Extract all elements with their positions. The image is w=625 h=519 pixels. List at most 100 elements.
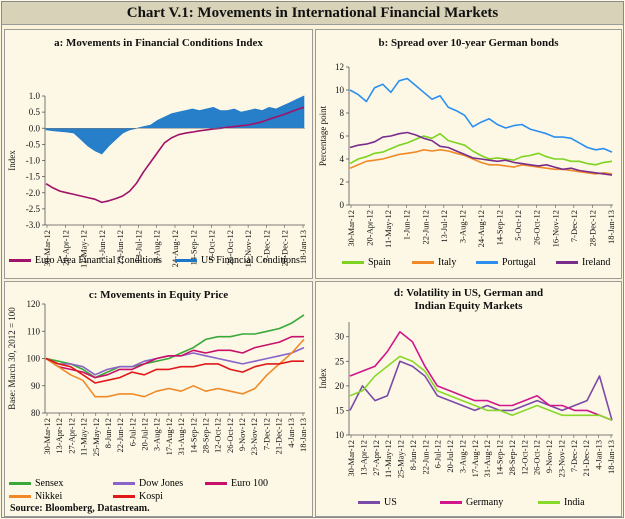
legend-euro100-label: Euro 100: [231, 478, 268, 489]
legend-ireland: Ireland: [556, 257, 610, 268]
x-tick-label: 6-Jul-12: [433, 440, 443, 468]
x-tick-label: 26-Oct-12: [225, 418, 235, 453]
legend-euro-area-label: Euro Area Financial Conditions: [35, 255, 162, 266]
legend-nikkei-swatch: [9, 495, 31, 499]
panel-d-chart: 30 25 20 15 10 Index 30-Mar-12 13-Apr-12 27-Apr-…: [318, 322, 616, 478]
x-tick-label: 22-Jun-12: [420, 210, 430, 244]
x-tick-label: 14-Sep-12: [495, 210, 505, 245]
series-line-italy: [349, 149, 613, 175]
legend-euro100: Euro 100: [205, 478, 268, 489]
x-tick-label: 17-Aug-12: [164, 418, 174, 455]
x-tick-label: 11-May-12: [383, 440, 393, 478]
y-axis-label: Index: [318, 368, 328, 389]
x-tick-label: 13-Apr-12: [358, 440, 368, 476]
x-tick-label: 14-Sep-12: [495, 440, 505, 475]
legend-portugal-label: Portugal: [502, 257, 536, 268]
y-tick-label: 1.0: [29, 91, 41, 101]
legend-italy-label: Italy: [438, 257, 457, 268]
y-tick-label: 8: [340, 108, 345, 118]
x-tick-label: 28-Dec-12: [280, 230, 290, 266]
x-tick-label: 14-Sep-12: [188, 230, 198, 265]
x-tick-label: 20-Jul-12: [445, 440, 455, 473]
x-tick-label: 20-Apr-12: [365, 210, 375, 246]
x-tick-label: 11-May-12: [79, 418, 89, 456]
x-tick-label: 14-Sep-12: [188, 418, 198, 453]
panel-b: b: Spread over 10-year German bonds 12 10…: [315, 29, 622, 279]
y-tick-label: 2: [340, 177, 345, 187]
panel-c: c: Movements in Equity Price 120 110 100 90…: [4, 281, 313, 517]
y-tick-label: -0.5: [26, 139, 41, 149]
x-tick-label: 6-Jul-12: [127, 418, 137, 446]
legend-india-vol-swatch: [538, 501, 560, 505]
y-tick-label: 15: [335, 405, 345, 415]
legend-euro100-swatch: [205, 482, 227, 486]
x-tick-label: 16-Nov-12: [550, 210, 560, 247]
y-tick-label: 0.0: [29, 123, 41, 133]
x-tick-label: 30-Mar-12: [42, 230, 52, 267]
panel-d-title-line2: Indian Equity Markets: [414, 300, 523, 312]
legend-italy: Italy: [412, 257, 456, 268]
legend-euro-area-swatch: [9, 259, 31, 263]
x-tick-label: 22-Jun-12: [115, 230, 125, 264]
legend-us-vol-swatch: [358, 501, 380, 505]
legend-nikkei: Nikkei: [9, 491, 62, 502]
series-line-kospi: [45, 357, 304, 384]
legend-us-vol: US: [358, 497, 397, 508]
y-axis-label: Percentage point: [318, 105, 328, 166]
legend-ireland-swatch: [556, 261, 578, 265]
source-text: Bloomberg, Datastream.: [45, 503, 150, 514]
x-tick-label: 26-Oct-12: [532, 440, 542, 475]
legend-euro-area: Euro Area Financial Conditions: [9, 255, 162, 266]
y-tick-label: 12: [335, 62, 344, 72]
panel-a-title: a: Movements in Financial Conditions Ind…: [54, 37, 263, 49]
x-tick-label: 22-Jun-12: [420, 440, 430, 474]
y-axis-label: Index: [7, 150, 17, 171]
x-tick-label: 24-Aug-12: [476, 210, 486, 247]
x-tick-label: 18-Jan-13: [606, 210, 616, 244]
panel-a: a: Movements in Financial Conditions Ind…: [4, 29, 313, 279]
y-tick-label: 20: [335, 381, 345, 391]
y-tick-label: 6: [340, 131, 345, 141]
legend-kospi-label: Kospi: [139, 491, 163, 502]
source-note: Source: Bloomberg, Datastream.: [10, 503, 150, 514]
x-tick-label: 3-Aug-12: [457, 210, 467, 243]
y-tick-label: 120: [27, 299, 41, 309]
x-tick-label: 23-Nov-12: [556, 440, 566, 477]
legend-ireland-label: Ireland: [582, 257, 611, 268]
legend-dowjones: Dow Jones: [113, 478, 183, 489]
legend-us-vol-label: US: [384, 497, 397, 508]
x-tick-label: 26-Oct-12: [532, 210, 542, 245]
panel-d: d: Volatility in US, German and Indian E…: [315, 281, 622, 517]
x-tick-label: 5-Oct-12: [513, 210, 523, 241]
x-tick-label: 17-Aug-12: [470, 440, 480, 477]
x-tick-label: 7-Dec-12: [569, 210, 579, 242]
x-tick-label: 12-Oct-12: [519, 440, 529, 475]
legend-nikkei-label: Nikkei: [35, 491, 63, 502]
legend-spain-label: Spain: [368, 257, 391, 268]
x-tick-label: 7-Dec-12: [261, 230, 271, 262]
x-tick-label: 21-Dec-12: [581, 440, 591, 476]
x-tick-label: 3-Aug-12: [457, 440, 467, 473]
series-line-spain: [349, 132, 613, 166]
series-line-nikkei: [45, 338, 305, 398]
y-tick-label: 0.5: [29, 107, 41, 117]
y-tick-label: -2.5: [26, 204, 41, 214]
legend-italy-swatch: [412, 261, 434, 265]
x-tick-label: 18-Jan-13: [606, 440, 616, 474]
legend-spain-swatch: [342, 261, 364, 265]
y-axis-label: Base: March 30, 2012 = 100: [7, 307, 17, 410]
x-tick-label: 16-Nov-12: [243, 230, 253, 267]
panel-c-title: c: Movements in Equity Price: [88, 289, 229, 301]
panel-a-chart: 1.0 0.5 0.0 -0.5 -1.0 -1.5 -2.0 -2.5 -3.0 Index 30…: [7, 91, 308, 268]
x-tick-label: 1-Jun-12: [97, 230, 107, 260]
x-tick-label: 28-Dec-12: [587, 210, 597, 246]
y-tick-label: 30: [335, 332, 345, 342]
x-tick-label: 30-Mar-12: [346, 440, 356, 477]
y-tick-label: 100: [27, 354, 41, 364]
x-tick-label: 3-Aug-12: [152, 418, 162, 451]
x-tick-label: 4-Jan-13: [286, 418, 296, 448]
series-line-ireland: [349, 131, 613, 176]
series-line-euro-area-financial-conditions: [45, 106, 305, 204]
panel-d-title-line1: d: Volatility in US, German and: [393, 287, 544, 299]
y-tick-label: -1.0: [26, 156, 41, 166]
